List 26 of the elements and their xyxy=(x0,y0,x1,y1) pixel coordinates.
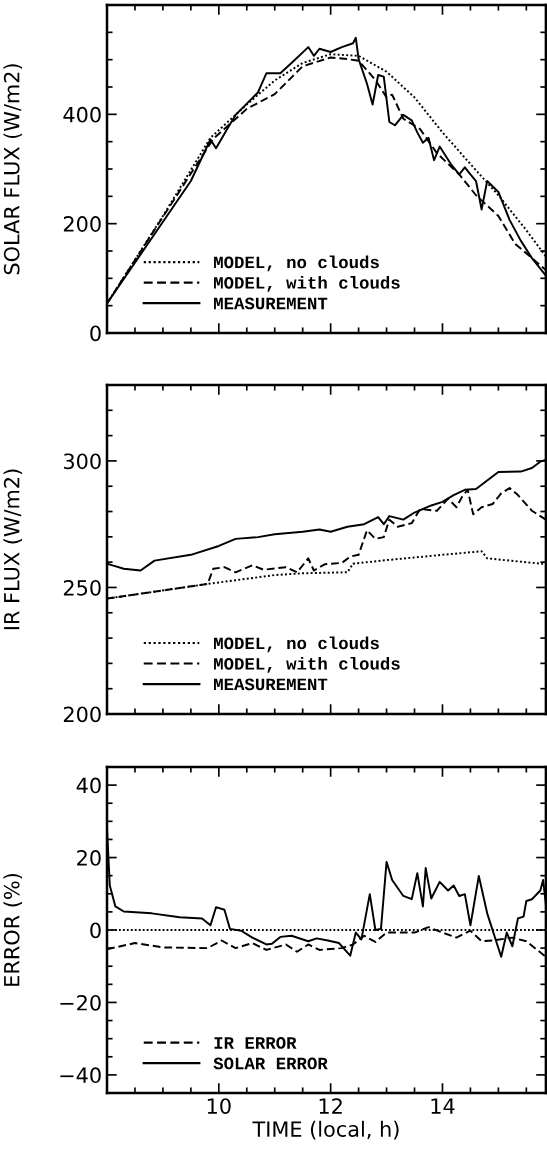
legend-label: MODEL, with clouds xyxy=(214,276,400,292)
legend-label: IR ERROR xyxy=(214,1037,297,1049)
y-tick-label: −20 xyxy=(60,994,101,1011)
y-tick-label: 200 xyxy=(63,216,101,232)
x-tick-label: 12 xyxy=(319,1098,342,1114)
y-axis-title: ERROR (%) xyxy=(3,873,23,986)
y-tick-label: 0 xyxy=(90,325,101,342)
y-axis-title: IR FLUX (W/m2) xyxy=(3,469,23,630)
y-tick-label: 200 xyxy=(63,706,101,723)
legend-label: MODEL, with clouds xyxy=(214,657,400,673)
y-tick-label: 250 xyxy=(63,579,101,596)
x-tick-label: 10 xyxy=(207,1098,231,1114)
y-tick-label: 300 xyxy=(63,453,101,470)
x-tick-label: 14 xyxy=(431,1098,455,1114)
y-tick-label: −40 xyxy=(60,1067,101,1084)
legend-label: SOLAR ERROR xyxy=(213,1057,328,1070)
legend-label: MODEL, no clouds xyxy=(214,255,379,272)
y-tick-label: 0 xyxy=(90,922,101,939)
legend-label: MODEL, no clouds xyxy=(214,636,379,653)
legend-label: MEASUREMENT xyxy=(214,678,328,691)
y-tick-label: 400 xyxy=(63,106,101,123)
legend-label: MEASUREMENT xyxy=(214,297,328,310)
y-tick-label: 20 xyxy=(77,850,101,866)
x-axis-title: TIME (local, h) xyxy=(252,1120,399,1140)
y-tick-label: 40 xyxy=(76,777,101,794)
y-axis-title: SOLAR FLUX (W/m2) xyxy=(3,64,23,275)
